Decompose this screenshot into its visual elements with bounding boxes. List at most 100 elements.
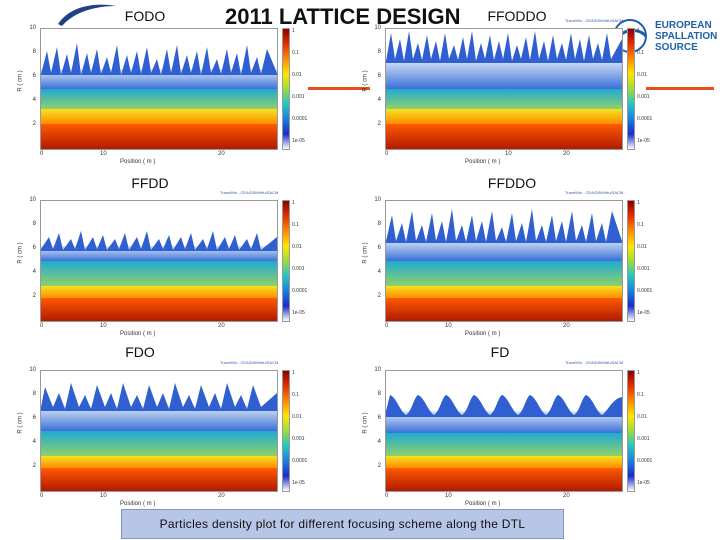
x-axis-label: Position ( m ) xyxy=(465,159,501,165)
colorbar-tick: 1e-05 xyxy=(292,480,305,486)
y-tick: 4 xyxy=(377,269,381,275)
x-tick: 0 xyxy=(40,323,44,329)
colorbar-tick: 0.0001 xyxy=(292,116,308,122)
colorbar-tick: 0.1 xyxy=(292,392,299,398)
y-tick: 6 xyxy=(377,73,381,79)
scheme-label-fd: FD xyxy=(485,344,515,360)
x-tick: 10 xyxy=(505,151,512,157)
colorbar xyxy=(627,370,635,492)
colorbar-tick: 0.0001 xyxy=(637,458,653,464)
colorbar-tick: 0.0001 xyxy=(292,288,308,294)
colorbar-tick: 0.01 xyxy=(292,244,302,250)
colorbar-tick: 0.1 xyxy=(637,222,644,228)
ess-line-3: SOURCE xyxy=(655,42,698,53)
x-tick: 10 xyxy=(445,323,452,329)
y-tick: 2 xyxy=(377,293,381,299)
colorbar xyxy=(627,200,635,322)
colorbar-tick: 0.001 xyxy=(637,266,650,272)
y-tick: 6 xyxy=(32,73,36,79)
y-tick: 6 xyxy=(377,415,381,421)
colorbar-tick: 0.01 xyxy=(292,414,302,420)
y-tick: 10 xyxy=(374,367,381,373)
y-axis-label: R ( cm ) xyxy=(362,412,369,434)
x-tick: 0 xyxy=(385,493,389,499)
x-tick: 10 xyxy=(445,493,452,499)
y-tick: 6 xyxy=(32,245,36,251)
colorbar-tick: 0.1 xyxy=(292,222,299,228)
colorbar xyxy=(282,200,290,322)
y-axis-label: R ( cm ) xyxy=(362,242,369,264)
colorbar-tick: 1e-05 xyxy=(637,310,650,316)
y-tick: 4 xyxy=(377,439,381,445)
colorbar-tick: 0.1 xyxy=(292,50,299,56)
x-axis-label: Position ( m ) xyxy=(465,501,501,507)
tracewin-tag: TraceWin - CEA/DSM/Irfu/SACM xyxy=(220,360,279,365)
left-connector xyxy=(308,87,370,90)
x-tick: 20 xyxy=(218,151,225,157)
scheme-label-fodo: FODO xyxy=(115,8,175,24)
y-tick: 10 xyxy=(374,197,381,203)
tracewin-tag: TraceWin - CEA/DSM/Irfu/SACM xyxy=(565,360,624,365)
plot-fd: TraceWin - CEA/DSM/Irfu/SACM 10 8 6 4 2 … xyxy=(362,360,655,510)
x-axis-label: Position ( m ) xyxy=(120,159,156,165)
tracewin-tag: TraceWin - CEA/DSM/Irfu/SACM xyxy=(565,190,624,195)
colorbar-tick: 1 xyxy=(637,200,640,206)
swoosh-logo xyxy=(58,4,116,26)
y-axis-label: R ( cm ) xyxy=(17,412,24,434)
halo-spikes xyxy=(386,395,622,417)
plot-fodo: 10 8 6 4 2 R ( cm ) 0 10 20 Position ( m… xyxy=(17,25,310,170)
y-axis-label: R ( cm ) xyxy=(362,70,369,92)
ess-logo-text: EUROPEAN SPALLATION SOURCE xyxy=(655,20,717,53)
y-tick: 2 xyxy=(32,121,36,127)
colorbar-tick: 0.001 xyxy=(292,94,305,100)
y-tick: 2 xyxy=(32,463,36,469)
x-tick: 20 xyxy=(218,323,225,329)
y-tick: 4 xyxy=(32,269,36,275)
y-tick: 8 xyxy=(32,391,36,397)
colorbar-tick: 0.1 xyxy=(637,50,644,56)
x-axis-label: Position ( m ) xyxy=(120,331,156,337)
colorbar-tick: 0.01 xyxy=(292,72,302,78)
x-axis-label: Position ( m ) xyxy=(465,331,501,337)
x-tick: 20 xyxy=(218,493,225,499)
halo-spikes xyxy=(41,383,277,411)
colorbar-tick: 0.01 xyxy=(637,414,647,420)
y-axis-label: R ( cm ) xyxy=(17,70,24,92)
plot-fdo: TraceWin - CEA/DSM/Irfu/SACM 10 8 6 4 2 … xyxy=(17,360,310,510)
y-tick: 2 xyxy=(377,463,381,469)
right-connector xyxy=(646,87,714,90)
ess-line-2: SPALLATION xyxy=(655,31,718,42)
colorbar-tick: 0.001 xyxy=(292,436,305,442)
halo-spikes xyxy=(386,209,622,243)
ess-line-1: EUROPEAN xyxy=(655,20,712,31)
colorbar-tick: 0.001 xyxy=(637,436,650,442)
y-tick: 8 xyxy=(32,221,36,227)
y-tick: 10 xyxy=(29,197,36,203)
x-tick: 20 xyxy=(563,493,570,499)
colorbar-tick: 0.0001 xyxy=(637,116,653,122)
x-tick: 0 xyxy=(385,151,389,157)
colorbar-tick: 0.01 xyxy=(637,244,647,250)
y-tick: 2 xyxy=(32,293,36,299)
plot-ffoddo: TraceWin - CEA/DSM/Irfu/SACM 10 8 6 4 2 … xyxy=(362,18,655,170)
y-tick: 6 xyxy=(32,415,36,421)
colorbar-tick: 1 xyxy=(292,370,295,376)
x-tick: 0 xyxy=(385,323,389,329)
x-tick: 10 xyxy=(100,323,107,329)
colorbar xyxy=(627,28,635,150)
x-tick: 20 xyxy=(563,323,570,329)
colorbar-tick: 1e-05 xyxy=(292,310,305,316)
tracewin-tag: TraceWin - CEA/DSM/Irfu/SACM xyxy=(220,190,279,195)
colorbar-tick: 0.1 xyxy=(637,392,644,398)
halo-spikes xyxy=(41,43,277,75)
tracewin-tag: TraceWin - CEA/DSM/Irfu/SACM xyxy=(565,18,624,23)
y-tick: 4 xyxy=(32,97,36,103)
x-tick: 20 xyxy=(563,151,570,157)
halo-spikes xyxy=(386,31,622,63)
colorbar-tick: 1 xyxy=(292,28,295,34)
density-heatmap xyxy=(40,200,278,322)
plot-ffdd: TraceWin - CEA/DSM/Irfu/SACM 10 8 6 4 2 … xyxy=(18,190,310,342)
colorbar-tick: 1e-05 xyxy=(637,480,650,486)
x-tick: 10 xyxy=(100,493,107,499)
colorbar xyxy=(282,370,290,492)
